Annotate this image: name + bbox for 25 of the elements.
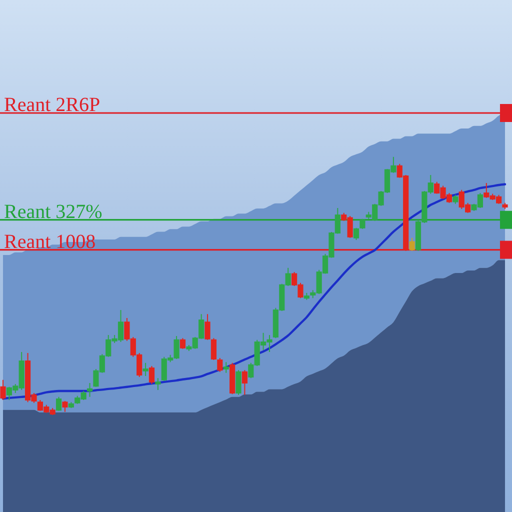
candlestick	[409, 237, 415, 252]
ref-line-label: Reant 327%	[4, 200, 102, 223]
candlestick	[210, 338, 217, 361]
candlestick	[360, 218, 366, 230]
candlestick	[236, 370, 242, 396]
candlestick	[142, 362, 148, 377]
candlestick	[242, 370, 248, 396]
candlestick	[502, 202, 508, 210]
candlestick	[86, 382, 93, 398]
candlestick	[204, 314, 210, 340]
candlestick	[217, 357, 223, 372]
candlestick	[452, 194, 458, 204]
ref-line-label: Reant 2R6P	[4, 94, 100, 116]
candlestick	[56, 396, 62, 412]
ref-line-label: Reant 1008	[4, 230, 96, 253]
candlestick	[230, 362, 236, 395]
candlestick	[68, 402, 74, 409]
candlestick	[62, 400, 68, 412]
candlestick	[304, 292, 310, 300]
candlestick	[223, 362, 229, 374]
candlestick	[0, 379, 6, 401]
candlestick	[148, 365, 155, 385]
candlestick	[353, 227, 360, 240]
candlestick	[155, 378, 161, 390]
candlestick	[180, 338, 186, 350]
